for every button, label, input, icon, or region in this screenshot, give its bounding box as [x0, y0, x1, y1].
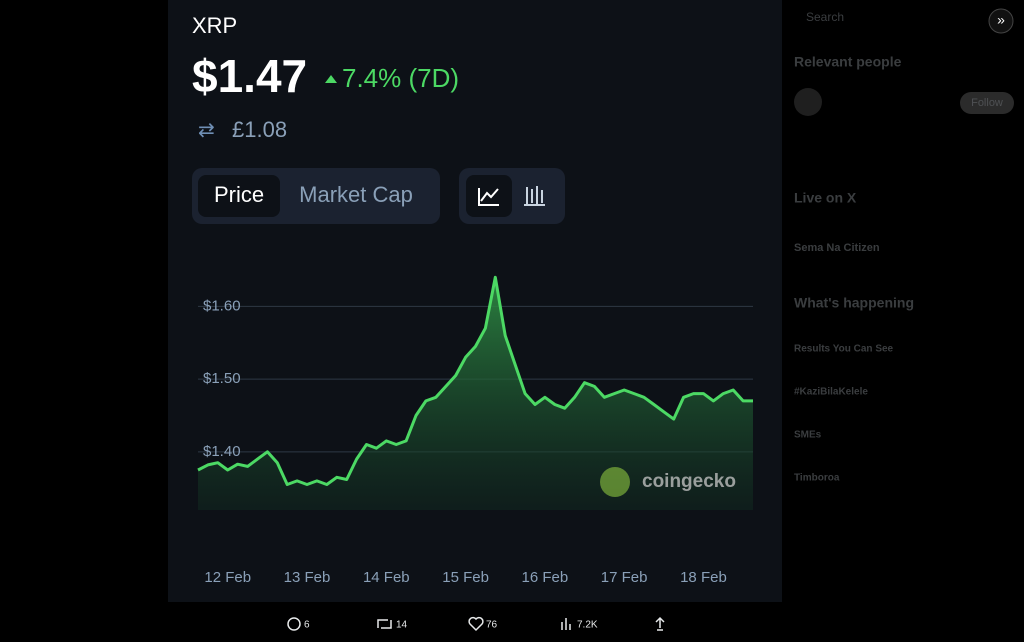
y-tick-label: $1.50 — [203, 370, 241, 387]
trend[interactable]: SMEs — [794, 430, 822, 441]
trend[interactable]: Results You Can See — [794, 344, 894, 355]
reply-icon[interactable] — [287, 617, 301, 631]
watermark-logo — [600, 467, 630, 497]
trend[interactable]: #KaziBilaKelele — [794, 387, 868, 398]
chart: $1.40 $1.50 $1.60 12 Feb 13 Feb 14 Feb 15 Feb 1… — [197, 275, 753, 586]
reply-count: 6 — [304, 620, 310, 631]
follow-button[interactable] — [960, 92, 1014, 114]
section-title: Live on X — [794, 190, 857, 206]
x-tick-label: 18 Feb — [680, 569, 727, 586]
x-tick-label: 17 Feb — [601, 569, 648, 586]
expand-button[interactable] — [988, 8, 1014, 34]
trend[interactable]: Timboroa — [794, 473, 840, 484]
watermark: coingecko — [642, 471, 736, 492]
price: $1.47 — [192, 50, 307, 102]
candle-icon[interactable] — [524, 186, 545, 206]
area — [198, 277, 753, 510]
price-change: 7.4% (7D) — [342, 63, 459, 93]
follow-label: Follow — [971, 97, 1003, 109]
avatar — [794, 88, 822, 116]
section-title: What's happening — [794, 295, 914, 311]
view-count: 7.2K — [577, 620, 598, 631]
expand-icon: » — [997, 12, 1005, 28]
repost-icon[interactable] — [377, 619, 392, 629]
repost-count: 14 — [396, 620, 408, 631]
y-tick-label: $1.60 — [203, 297, 241, 314]
like-icon[interactable] — [468, 616, 484, 632]
symbol: XRP — [192, 13, 237, 38]
views-icon[interactable] — [561, 618, 571, 630]
tab-selected[interactable] — [198, 175, 280, 217]
up-arrow — [325, 75, 337, 83]
swap-icon: ⇄ — [198, 119, 215, 141]
share-icon[interactable] — [655, 616, 665, 631]
x-tick-label: 12 Feb — [204, 569, 251, 586]
search[interactable]: Search — [806, 10, 844, 24]
converted-price: £1.08 — [232, 117, 287, 142]
x-tick-label: 15 Feb — [442, 569, 489, 586]
x-tick-label: 13 Feb — [284, 569, 331, 586]
line-icon — [478, 188, 499, 206]
section-title: Relevant people — [794, 54, 902, 70]
y-tick-label: $1.40 — [203, 443, 241, 460]
tab[interactable]: Price — [214, 182, 264, 207]
x-tick-label: 16 Feb — [522, 569, 569, 586]
x-tick-label: 14 Feb — [363, 569, 410, 586]
sidebar: Search » Relevant people Follow Live on … — [794, 8, 1014, 484]
post-actions: 6 14 76 7.2K — [287, 616, 665, 632]
live-item[interactable]: Sema Na Citizen — [794, 242, 880, 254]
tab[interactable]: Market Cap — [299, 182, 413, 207]
line — [197, 275, 753, 486]
like-count: 76 — [486, 620, 498, 631]
